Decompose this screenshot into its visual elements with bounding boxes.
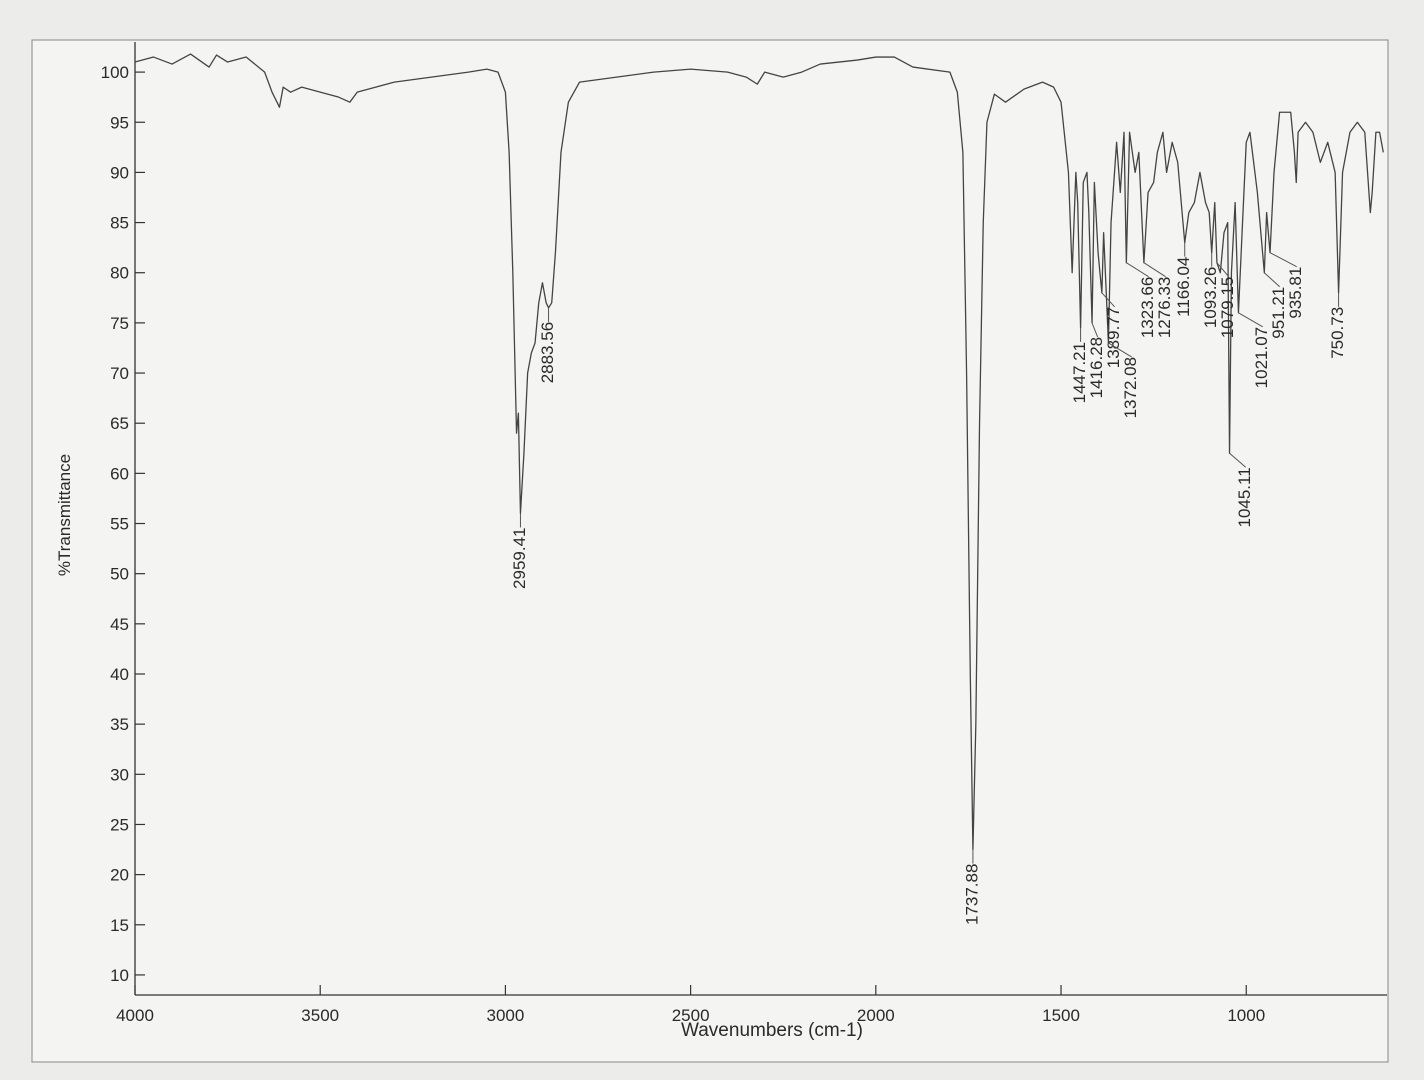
peak-label: 2959.41 — [510, 527, 529, 588]
peak-leader — [1108, 342, 1132, 358]
peak-leader — [1229, 452, 1247, 468]
y-tick-label: 80 — [110, 264, 129, 283]
peak-label: 935.81 — [1286, 267, 1305, 319]
spectrum-line — [134, 53, 1384, 851]
peak-label: 2883.56 — [538, 322, 557, 383]
y-tick-label: 100 — [101, 63, 129, 82]
peak-label: 1276.33 — [1155, 277, 1174, 338]
y-tick-label: 20 — [110, 866, 129, 885]
frame — [31, 39, 1389, 1063]
peak-leader — [1101, 292, 1115, 308]
peak-label: 1416.28 — [1087, 337, 1106, 398]
x-tick-label: 3500 — [301, 1006, 339, 1025]
peak-label: 1021.07 — [1252, 327, 1271, 388]
peak-label: 1166.04 — [1174, 257, 1193, 317]
peak-leader — [1091, 322, 1099, 338]
peak-leader — [1238, 312, 1263, 328]
y-tick-label: 30 — [110, 765, 129, 784]
peak-leader — [1126, 262, 1149, 278]
peak-label: 1045.11 — [1235, 467, 1254, 527]
peak-leader — [1143, 262, 1166, 278]
y-tick-label: 85 — [110, 214, 129, 233]
peak-label: 1447.21 — [1070, 342, 1089, 403]
y-tick-label: 55 — [110, 515, 129, 534]
y-tick-label: 45 — [110, 615, 129, 634]
peak-leader — [1216, 262, 1230, 278]
y-tick-label: 50 — [110, 565, 129, 584]
peak-leader — [1269, 252, 1297, 268]
y-tick-label: 10 — [110, 966, 129, 985]
x-tick-label: 2500 — [672, 1006, 710, 1025]
peak-label: 951.21 — [1269, 287, 1288, 339]
y-tick-label: 75 — [110, 314, 129, 333]
peak-label: 1737.88 — [962, 864, 981, 925]
peak-label: 1389.77 — [1104, 307, 1123, 368]
x-tick-label: 3000 — [487, 1006, 525, 1025]
peak-label: 1323.66 — [1138, 277, 1157, 338]
y-tick-label: 65 — [110, 414, 129, 433]
x-tick-label: 1000 — [1227, 1006, 1265, 1025]
y-tick-label: 40 — [110, 665, 129, 684]
peak-label: 1093.26 — [1201, 267, 1220, 328]
y-tick-label: 95 — [110, 113, 129, 132]
peak-label: 1079.15 — [1218, 277, 1237, 338]
x-tick-label: 2000 — [857, 1006, 895, 1025]
y-tick-label: 70 — [110, 364, 129, 383]
peak-label: 1372.08 — [1121, 357, 1140, 418]
x-axis-title: Wavenumbers (cm-1) — [681, 1020, 863, 1041]
peak-leader — [1263, 272, 1281, 288]
y-axis-title: %Transmittance — [55, 454, 74, 576]
x-tick-label: 1500 — [1042, 1006, 1080, 1025]
y-tick-label: 15 — [110, 916, 129, 935]
y-tick-label: 60 — [110, 464, 129, 483]
y-tick-label: 90 — [110, 163, 129, 182]
y-tick-label: 25 — [110, 815, 129, 834]
y-tick-label: 35 — [110, 715, 129, 734]
peak-label: 750.73 — [1328, 307, 1347, 359]
x-tick-label: 4000 — [116, 1006, 154, 1025]
